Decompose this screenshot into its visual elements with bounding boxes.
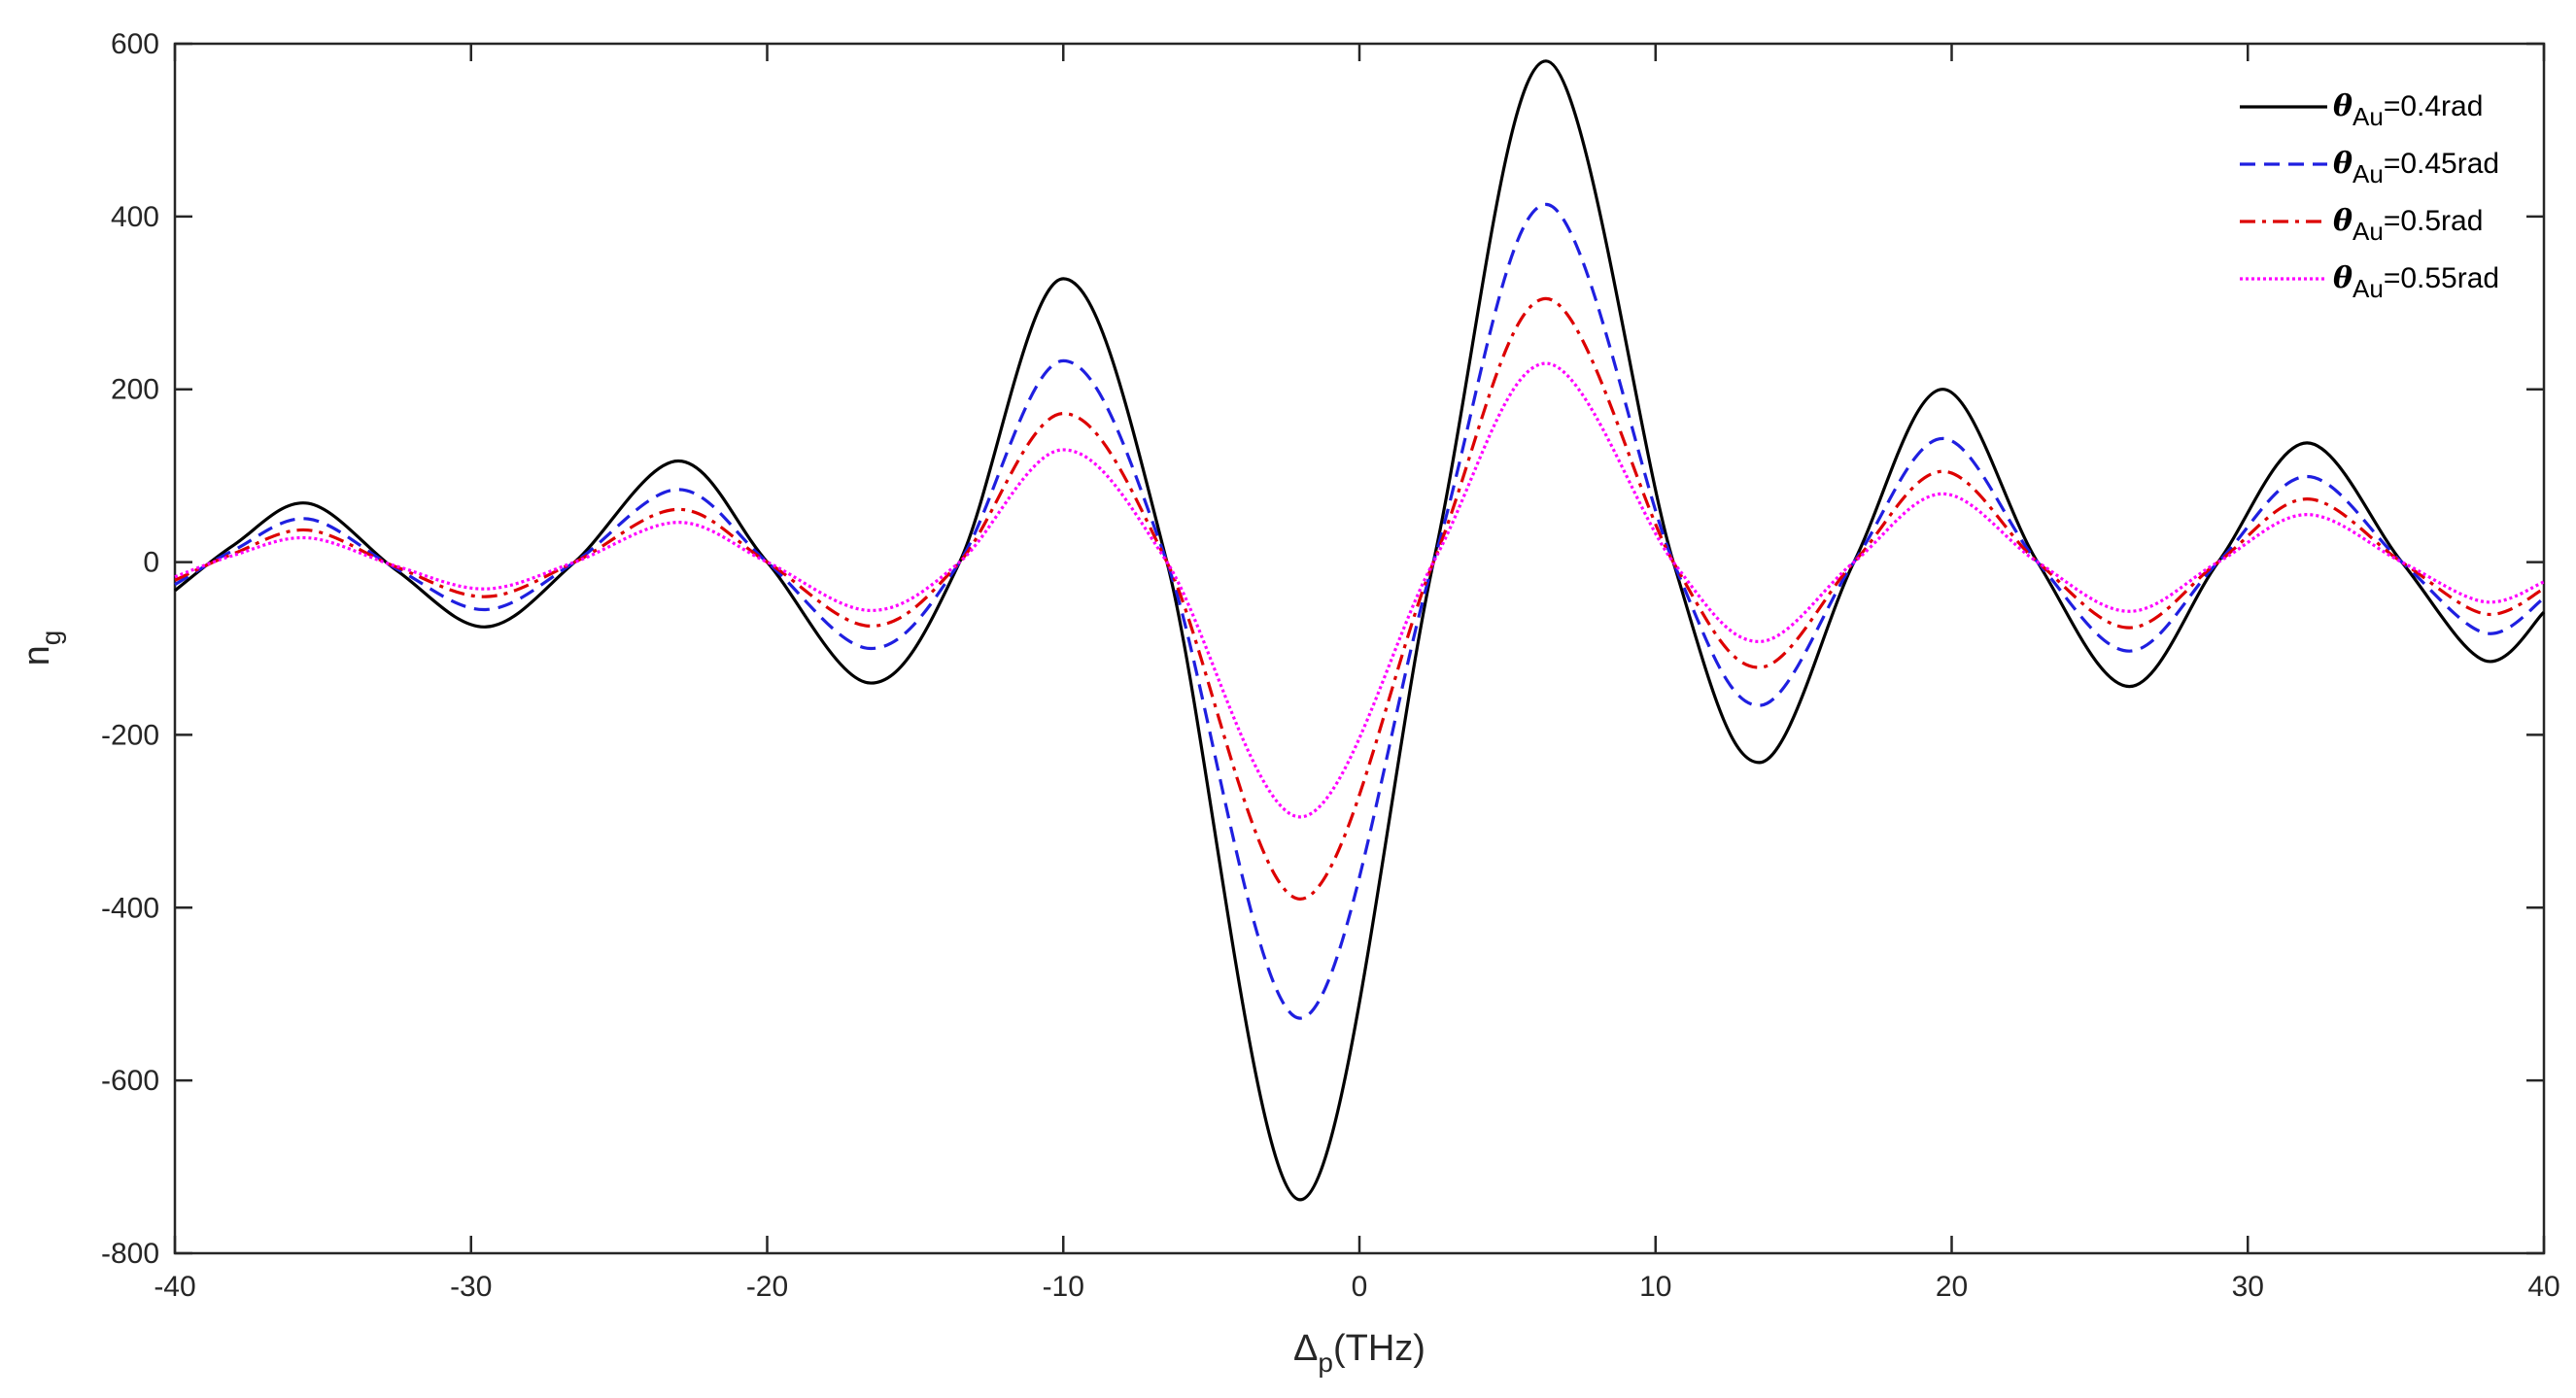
x-tick-label: 20 — [1936, 1271, 1968, 1303]
y-tick-label: -600 — [101, 1065, 159, 1097]
series-line-2 — [174, 202, 2545, 1020]
legend: θAu=0.4rad θAu=0.45rad θAu=0.5rad θAu=0.55r… — [2240, 89, 2499, 303]
series-line-3 — [174, 296, 2545, 901]
y-tick-label: 600 — [111, 28, 159, 60]
x-tick-label: 40 — [2527, 1271, 2559, 1303]
legend-entry: θAu=0.5rad — [2333, 204, 2483, 246]
axis-ticks — [173, 42, 2546, 1255]
x-tick-label: -40 — [154, 1271, 195, 1303]
y-tick-label: -800 — [101, 1238, 159, 1270]
x-tick-label: -20 — [746, 1271, 788, 1303]
x-tick-label: 30 — [2232, 1271, 2264, 1303]
x-axis-label: Δp(THz) — [1293, 1328, 1425, 1378]
plot-area — [173, 42, 2546, 1255]
y-axis-label: ng — [17, 631, 66, 666]
legend-entry: θAu=0.4rad — [2333, 89, 2483, 131]
x-tick-label: -30 — [450, 1271, 492, 1303]
y-tick-label: 400 — [111, 201, 159, 233]
y-tick-label: -200 — [101, 719, 159, 751]
y-tick-labels: 600 400 200 0 -200 -400 -600 -800 — [101, 28, 159, 1270]
series-line-4 — [174, 361, 2545, 819]
legend-entry: θAu=0.45rad — [2333, 147, 2499, 188]
series-line-1 — [174, 59, 2546, 1202]
x-tick-label: -10 — [1043, 1271, 1084, 1303]
x-tick-label: 0 — [1352, 1271, 1368, 1303]
legend-entry: θAu=0.55rad — [2333, 261, 2499, 303]
x-tick-label: 10 — [1639, 1271, 1671, 1303]
x-tick-labels: -40 -30 -20 -10 0 10 20 30 40 — [154, 1271, 2559, 1303]
y-tick-label: -400 — [101, 892, 159, 924]
series-lines — [174, 59, 2546, 1202]
y-tick-label: 200 — [111, 374, 159, 406]
y-tick-label: 0 — [143, 547, 159, 579]
